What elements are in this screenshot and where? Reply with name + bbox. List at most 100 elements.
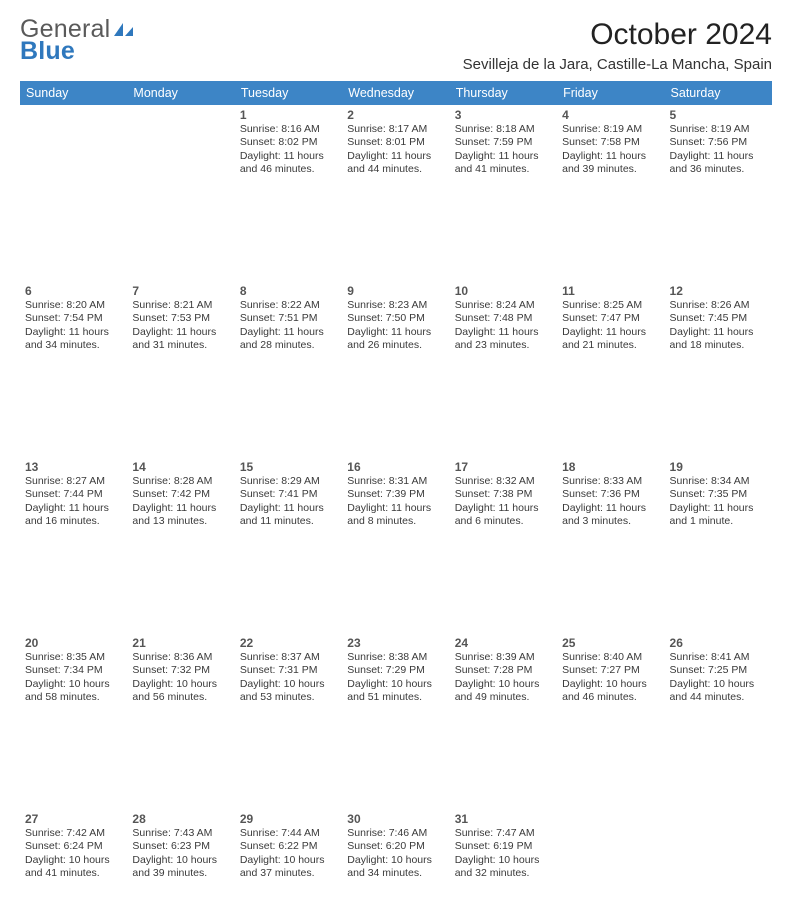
calendar-day-cell: 13Sunrise: 8:27 AMSunset: 7:44 PMDayligh… (20, 457, 127, 545)
sunset-line: Sunset: 7:54 PM (25, 312, 122, 325)
sunset-line: Sunset: 7:28 PM (455, 664, 552, 677)
sunset-line: Sunset: 7:27 PM (562, 664, 659, 677)
day-number: 18 (562, 460, 659, 474)
logo-text: General Blue (20, 18, 135, 64)
daylight-line: Daylight: 10 hours and 32 minutes. (455, 854, 552, 881)
day-number: 11 (562, 284, 659, 298)
day-number: 20 (25, 636, 122, 650)
calendar-empty-cell (127, 105, 234, 193)
daylight-line: Daylight: 11 hours and 34 minutes. (25, 326, 122, 353)
sunset-line: Sunset: 7:42 PM (132, 488, 229, 501)
sunset-line: Sunset: 6:24 PM (25, 840, 122, 853)
calendar-empty-cell (20, 105, 127, 193)
calendar-day-cell: 8Sunrise: 8:22 AMSunset: 7:51 PMDaylight… (235, 281, 342, 369)
weekday-header: Wednesday (342, 81, 449, 105)
sunrise-line: Sunrise: 7:43 AM (132, 827, 229, 840)
calendar-day-cell: 2Sunrise: 8:17 AMSunset: 8:01 PMDaylight… (342, 105, 449, 193)
calendar-day-cell: 30Sunrise: 7:46 AMSunset: 6:20 PMDayligh… (342, 809, 449, 897)
sunrise-line: Sunrise: 8:24 AM (455, 299, 552, 312)
sunset-line: Sunset: 6:22 PM (240, 840, 337, 853)
weekday-header: Sunday (20, 81, 127, 105)
calendar-day-cell: 28Sunrise: 7:43 AMSunset: 6:23 PMDayligh… (127, 809, 234, 897)
day-number: 2 (347, 108, 444, 122)
weekday-header: Tuesday (235, 81, 342, 105)
logo-part2: Blue (20, 40, 135, 64)
sunset-line: Sunset: 7:32 PM (132, 664, 229, 677)
day-number: 17 (455, 460, 552, 474)
sunset-line: Sunset: 6:23 PM (132, 840, 229, 853)
weekday-header: Saturday (665, 81, 772, 105)
sunset-line: Sunset: 8:02 PM (240, 136, 337, 149)
sunrise-line: Sunrise: 8:35 AM (25, 651, 122, 664)
day-number: 15 (240, 460, 337, 474)
sunset-line: Sunset: 7:38 PM (455, 488, 552, 501)
calendar-day-cell: 23Sunrise: 8:38 AMSunset: 7:29 PMDayligh… (342, 633, 449, 721)
day-number: 30 (347, 812, 444, 826)
sunset-line: Sunset: 7:41 PM (240, 488, 337, 501)
daylight-line: Daylight: 11 hours and 31 minutes. (132, 326, 229, 353)
day-number: 1 (240, 108, 337, 122)
day-number: 14 (132, 460, 229, 474)
daylight-line: Daylight: 11 hours and 44 minutes. (347, 150, 444, 177)
sunset-line: Sunset: 7:58 PM (562, 136, 659, 149)
sunrise-line: Sunrise: 8:19 AM (562, 123, 659, 136)
calendar-day-cell: 10Sunrise: 8:24 AMSunset: 7:48 PMDayligh… (450, 281, 557, 369)
day-number: 24 (455, 636, 552, 650)
calendar-week-row: 1Sunrise: 8:16 AMSunset: 8:02 PM Daylight… (20, 105, 772, 193)
sunset-line: Sunset: 7:59 PM (455, 136, 552, 149)
week-separator (20, 545, 772, 633)
sunrise-line: Sunrise: 8:25 AM (562, 299, 659, 312)
daylight-line: Daylight: 11 hours and 6 minutes. (455, 502, 552, 529)
calendar-empty-cell (557, 809, 664, 897)
sunset-line: Sunset: 7:50 PM (347, 312, 444, 325)
calendar-week-row: 27Sunrise: 7:42 AMSunset: 6:24 PMDayligh… (20, 809, 772, 897)
day-number: 29 (240, 812, 337, 826)
weekday-header: Monday (127, 81, 234, 105)
calendar-week-row: 20Sunrise: 8:35 AMSunset: 7:34 PMDayligh… (20, 633, 772, 721)
daylight-line: Daylight: 10 hours and 56 minutes. (132, 678, 229, 705)
day-number: 31 (455, 812, 552, 826)
sunset-line: Sunset: 7:25 PM (670, 664, 767, 677)
daylight-line: Daylight: 10 hours and 53 minutes. (240, 678, 337, 705)
calendar-table: SundayMondayTuesdayWednesdayThursdayFrid… (20, 81, 772, 897)
calendar-day-cell: 31Sunrise: 7:47 AMSunset: 6:19 PMDayligh… (450, 809, 557, 897)
sunrise-line: Sunrise: 8:17 AM (347, 123, 444, 136)
calendar-day-cell: 14Sunrise: 8:28 AMSunset: 7:42 PMDayligh… (127, 457, 234, 545)
sunrise-line: Sunrise: 8:33 AM (562, 475, 659, 488)
day-number: 8 (240, 284, 337, 298)
sunset-line: Sunset: 6:19 PM (455, 840, 552, 853)
sunrise-line: Sunrise: 8:27 AM (25, 475, 122, 488)
sunrise-line: Sunrise: 8:23 AM (347, 299, 444, 312)
sunrise-line: Sunrise: 8:18 AM (455, 123, 552, 136)
daylight-line: Daylight: 11 hours and 28 minutes. (240, 326, 337, 353)
sunrise-line: Sunrise: 7:47 AM (455, 827, 552, 840)
calendar-day-cell: 22Sunrise: 8:37 AMSunset: 7:31 PMDayligh… (235, 633, 342, 721)
daylight-line: Daylight: 11 hours and 16 minutes. (25, 502, 122, 529)
sunrise-line: Sunrise: 8:21 AM (132, 299, 229, 312)
day-number: 21 (132, 636, 229, 650)
title-block: October 2024 Sevilleja de la Jara, Casti… (463, 18, 772, 73)
daylight-line: Daylight: 10 hours and 37 minutes. (240, 854, 337, 881)
day-number: 27 (25, 812, 122, 826)
daylight-line: Daylight: 11 hours and 3 minutes. (562, 502, 659, 529)
sunrise-line: Sunrise: 8:19 AM (670, 123, 767, 136)
location-subtitle: Sevilleja de la Jara, Castille-La Mancha… (463, 56, 772, 73)
calendar-day-cell: 19Sunrise: 8:34 AMSunset: 7:35 PMDayligh… (665, 457, 772, 545)
daylight-line: Daylight: 10 hours and 49 minutes. (455, 678, 552, 705)
day-number: 5 (670, 108, 767, 122)
daylight-line: Daylight: 10 hours and 58 minutes. (25, 678, 122, 705)
day-number: 16 (347, 460, 444, 474)
sunset-line: Sunset: 7:51 PM (240, 312, 337, 325)
daylight-line: Daylight: 11 hours and 13 minutes. (132, 502, 229, 529)
sunset-line: Sunset: 7:56 PM (670, 136, 767, 149)
sunrise-line: Sunrise: 7:44 AM (240, 827, 337, 840)
calendar-day-cell: 18Sunrise: 8:33 AMSunset: 7:36 PMDayligh… (557, 457, 664, 545)
calendar-day-cell: 11Sunrise: 8:25 AMSunset: 7:47 PMDayligh… (557, 281, 664, 369)
calendar-empty-cell (665, 809, 772, 897)
sunrise-line: Sunrise: 8:38 AM (347, 651, 444, 664)
sunrise-line: Sunrise: 8:16 AM (240, 123, 337, 136)
logo-sail-icon (113, 18, 135, 42)
calendar-header-row: SundayMondayTuesdayWednesdayThursdayFrid… (20, 81, 772, 105)
calendar-day-cell: 3Sunrise: 8:18 AMSunset: 7:59 PMDaylight… (450, 105, 557, 193)
daylight-line: Daylight: 11 hours and 26 minutes. (347, 326, 444, 353)
